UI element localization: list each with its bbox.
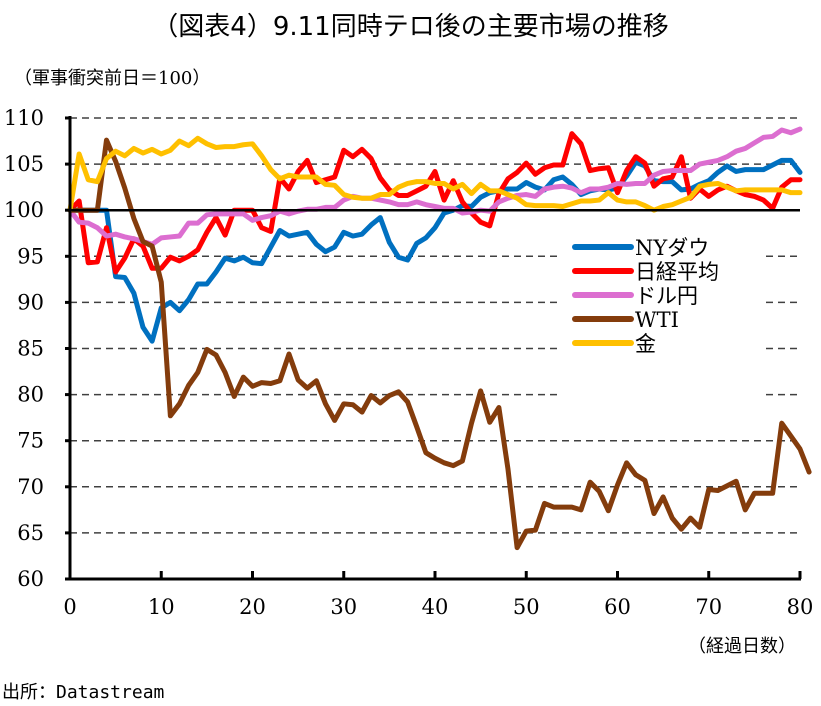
x-tick-label: 10 (148, 595, 175, 619)
series-line-2 (67, 126, 803, 247)
x-axis-label: （経過日数） (688, 636, 796, 657)
y-tick-label: 100 (4, 198, 44, 222)
source-note: 出所：Datastream (2, 682, 165, 703)
y-tick-label: 90 (17, 290, 44, 314)
series-line-4 (67, 135, 803, 213)
x-tick-label: 80 (787, 595, 814, 619)
x-tick-label: 70 (695, 595, 722, 619)
legend-label-1: 日経平均 (635, 260, 719, 284)
y-tick-label: 65 (17, 521, 44, 545)
y-tick-label: 85 (17, 337, 44, 361)
y-tick-label: 80 (17, 383, 44, 407)
y-tick-label: 95 (17, 244, 44, 268)
x-tick-label: 40 (422, 595, 449, 619)
x-tick-label: 60 (604, 595, 631, 619)
legend-label-3: WTI (635, 308, 679, 332)
axes (65, 116, 802, 581)
x-tick-label: 0 (63, 595, 76, 619)
tick-labels: 60 65 70 75 80 85 90 95 100 105 110 0 10 20 30 40 50 60 70… (4, 106, 813, 619)
legend-label-2: ドル円 (635, 284, 698, 308)
series-line-1 (67, 131, 803, 275)
legend-label-4: 金 (635, 332, 656, 356)
x-tick-label: 50 (513, 595, 540, 619)
y-tick-label: 105 (4, 152, 44, 176)
y-tick-label: 75 (17, 429, 44, 453)
series-line-3 (67, 137, 812, 551)
legend-label-0: NYダウ (635, 236, 709, 260)
chart-title: （図表4）9.11同時テロ後の主要市場の推移 (152, 12, 669, 42)
series-line-0 (67, 157, 803, 344)
y-tick-label: 70 (17, 475, 44, 499)
chart-subtitle: （軍事衝突前日＝100） (14, 68, 211, 89)
y-tick-label: 60 (17, 567, 44, 591)
x-tick-label: 20 (239, 595, 266, 619)
y-tick-label: 110 (4, 106, 44, 130)
series-layer (67, 126, 812, 551)
x-tick-label: 30 (330, 595, 357, 619)
